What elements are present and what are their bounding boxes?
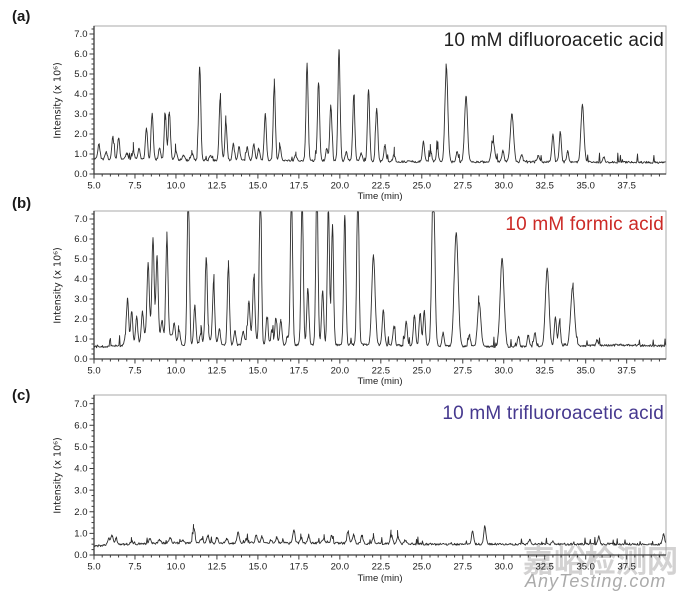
svg-text:25.0: 25.0 (413, 562, 432, 573)
svg-text:4.0: 4.0 (74, 274, 87, 285)
svg-text:2.0: 2.0 (74, 314, 87, 325)
svg-text:2.0: 2.0 (74, 129, 87, 140)
x-axis: 5.0 7.5 10.0 12.5 15.0 17.5 20.0 22.5 25.0 27.5 30… (87, 359, 660, 377)
svg-text:30.0: 30.0 (494, 562, 513, 573)
svg-text:1.0: 1.0 (74, 529, 87, 540)
svg-text:20.0: 20.0 (331, 366, 350, 377)
panel-c-title: 10 mM trifluoroacetic acid (442, 403, 664, 424)
svg-text:6.0: 6.0 (74, 49, 87, 60)
svg-text:10.0: 10.0 (167, 562, 186, 573)
svg-text:7.0: 7.0 (74, 29, 87, 40)
panel-c-chromatogram: 5.0 7.5 10.0 12.5 15.0 17.5 20.0 22.5 25.0 27.5 30… (74, 394, 667, 573)
svg-text:7.5: 7.5 (128, 181, 141, 192)
panel-b-title: 10 mM formic acid (505, 214, 664, 235)
svg-text:7.0: 7.0 (74, 399, 87, 410)
svg-text:12.5: 12.5 (208, 181, 227, 192)
panel-a-y-axis-title-wrap: Intensity (x 10⁶) (48, 26, 68, 174)
svg-text:37.5: 37.5 (617, 366, 636, 377)
svg-text:25.0: 25.0 (413, 181, 432, 192)
svg-text:5.0: 5.0 (87, 181, 100, 192)
y-axis: 0.0 1.0 2.0 3.0 4.0 5.0 6.0 7.0 (74, 28, 94, 180)
y-axis-title: Intensity (x 10⁶) (52, 61, 64, 139)
svg-text:12.5: 12.5 (208, 562, 227, 573)
chromatogram-trace (93, 523, 667, 548)
svg-text:1.0: 1.0 (74, 149, 87, 160)
svg-text:10.0: 10.0 (167, 366, 186, 377)
x-axis-title: Time (min) (357, 376, 403, 387)
svg-text:10.0: 10.0 (167, 181, 186, 192)
chromatogram-trace (93, 211, 667, 349)
svg-text:0.0: 0.0 (74, 550, 87, 561)
svg-text:5.0: 5.0 (87, 562, 100, 573)
svg-text:22.5: 22.5 (372, 366, 391, 377)
svg-text:15.0: 15.0 (249, 366, 268, 377)
svg-text:35.0: 35.0 (576, 366, 595, 377)
svg-text:25.0: 25.0 (413, 366, 432, 377)
svg-text:27.5: 27.5 (454, 366, 473, 377)
svg-text:6.0: 6.0 (74, 234, 87, 245)
panel-a-title: 10 mM difluoroacetic acid (443, 30, 664, 51)
y-axis: 0.0 1.0 2.0 3.0 4.0 5.0 6.0 7.0 (74, 397, 94, 561)
svg-text:37.5: 37.5 (617, 562, 636, 573)
panel-a-label: (a) (12, 8, 31, 25)
svg-text:7.5: 7.5 (128, 366, 141, 377)
svg-text:7.5: 7.5 (128, 562, 141, 573)
panel-c-y-axis-title-wrap: Intensity (x 10⁶) (48, 395, 68, 555)
y-axis-title: Intensity (x 10⁶) (52, 246, 64, 324)
x-axis-title: Time (min) (357, 191, 403, 202)
watermark-site-text: AnyTesting.com (525, 571, 667, 591)
x-axis: 5.0 7.5 10.0 12.5 15.0 17.5 20.0 22.5 25.0 27.5 30… (87, 555, 660, 573)
svg-text:4.0: 4.0 (74, 464, 87, 475)
x-axis-title: Time (min) (357, 573, 403, 584)
svg-text:27.5: 27.5 (454, 562, 473, 573)
svg-text:32.5: 32.5 (535, 366, 554, 377)
svg-text:17.5: 17.5 (290, 181, 309, 192)
svg-text:0.0: 0.0 (74, 169, 87, 180)
panel-b-chromatogram: 5.0 7.5 10.0 12.5 15.0 17.5 20.0 22.5 25.0 27.5 30… (74, 210, 667, 377)
svg-text:35.0: 35.0 (576, 562, 595, 573)
svg-text:30.0: 30.0 (494, 366, 513, 377)
svg-text:3.0: 3.0 (74, 294, 87, 305)
svg-text:3.0: 3.0 (74, 485, 87, 496)
y-axis: 0.0 1.0 2.0 3.0 4.0 5.0 6.0 7.0 (74, 213, 94, 365)
svg-text:15.0: 15.0 (249, 181, 268, 192)
svg-text:35.0: 35.0 (576, 181, 595, 192)
svg-text:3.0: 3.0 (74, 109, 87, 120)
svg-text:20.0: 20.0 (331, 181, 350, 192)
svg-text:17.5: 17.5 (290, 366, 309, 377)
svg-text:30.0: 30.0 (494, 181, 513, 192)
svg-text:17.5: 17.5 (290, 562, 309, 573)
panel-a-chromatogram: 5.0 7.5 10.0 12.5 15.0 17.5 20.0 22.5 25.0 27.5 30… (74, 25, 667, 192)
svg-text:37.5: 37.5 (617, 181, 636, 192)
svg-text:15.0: 15.0 (249, 562, 268, 573)
svg-text:4.0: 4.0 (74, 89, 87, 100)
svg-text:6.0: 6.0 (74, 420, 87, 431)
svg-text:5.0: 5.0 (74, 254, 87, 265)
panel-b-label: (b) (12, 195, 32, 212)
svg-text:22.5: 22.5 (372, 181, 391, 192)
svg-text:22.5: 22.5 (372, 562, 391, 573)
watermark-chinese-text: 嘉峪检测网 (523, 544, 678, 580)
svg-text:12.5: 12.5 (208, 366, 227, 377)
svg-text:5.0: 5.0 (87, 366, 100, 377)
svg-text:0.0: 0.0 (74, 354, 87, 365)
svg-text:2.0: 2.0 (74, 507, 87, 518)
panel-b-y-axis-title-wrap: Intensity (x 10⁶) (48, 211, 68, 359)
svg-text:5.0: 5.0 (74, 69, 87, 80)
svg-text:27.5: 27.5 (454, 181, 473, 192)
y-axis-title: Intensity (x 10⁶) (52, 436, 64, 514)
svg-text:5.0: 5.0 (74, 442, 87, 453)
svg-text:32.5: 32.5 (535, 562, 554, 573)
panel-c-label: (c) (12, 387, 31, 404)
x-axis: 5.0 7.5 10.0 12.5 15.0 17.5 20.0 22.5 25.0 27.5 30… (87, 174, 660, 192)
svg-text:20.0: 20.0 (331, 562, 350, 573)
svg-text:32.5: 32.5 (535, 181, 554, 192)
chromatogram-trace (93, 49, 666, 164)
svg-text:7.0: 7.0 (74, 214, 87, 225)
svg-text:1.0: 1.0 (74, 334, 87, 345)
